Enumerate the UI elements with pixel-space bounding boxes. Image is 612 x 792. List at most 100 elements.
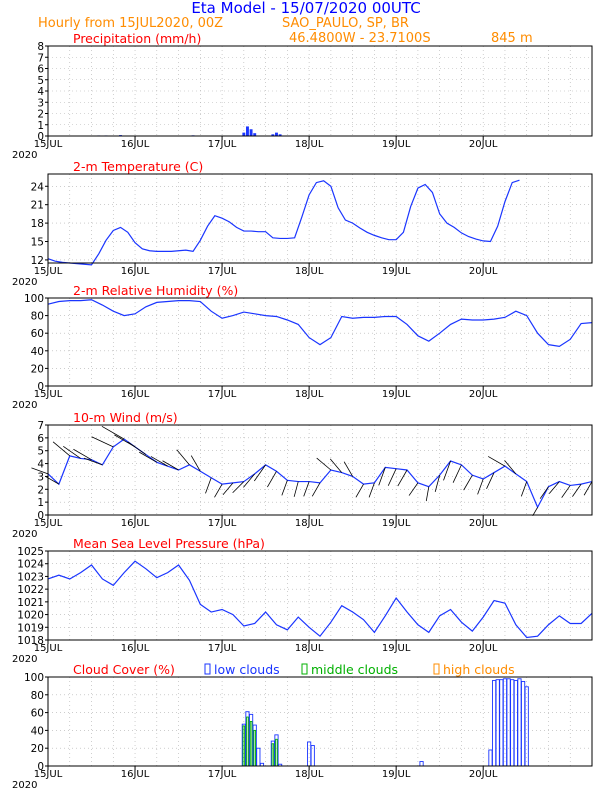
x-tick-label: 20JUL	[469, 518, 498, 529]
x-tick-label: 16JUL	[121, 643, 150, 654]
wind-vector	[355, 483, 364, 498]
wind-vector	[222, 482, 234, 495]
y-tick-label: 0	[37, 131, 44, 143]
bar-precip	[249, 129, 253, 136]
panel-frame	[47, 676, 593, 767]
y-tick-label: 60	[31, 708, 44, 720]
panel-2: 0 20 40 60 80 100 15JUL 16JUL 17JUL 18JUL 19JUL 20J…	[12, 283, 593, 411]
wind-vector	[253, 464, 266, 482]
bar-precip	[253, 133, 257, 136]
bar-low-clouds	[506, 678, 511, 767]
station-name: SAO_PAULO, SP, BR	[282, 16, 409, 31]
panel-title: Precipitation (mm/h)	[73, 31, 201, 46]
bar-low-clouds	[495, 679, 500, 767]
series-line	[47, 179, 520, 266]
x-tick-label: 17JUL	[208, 518, 237, 529]
x-tick-label: 15JUL	[34, 139, 63, 150]
x-tick-label: 15JUL	[34, 518, 63, 529]
panel-title: Mean Sea Level Pressure (hPa)	[73, 536, 265, 551]
legend-swatch	[301, 663, 308, 675]
wind-vector	[443, 460, 451, 481]
wind-vector	[548, 481, 560, 494]
wind-vector	[139, 451, 158, 463]
y-tick-label: 21	[31, 200, 44, 212]
x-year-label: 2020	[12, 277, 37, 288]
y-tick-label: 4	[37, 459, 44, 471]
wind-vector	[232, 481, 245, 494]
y-tick-label: 0	[37, 381, 44, 393]
panel-title: 2-m Temperature (C)	[73, 159, 203, 174]
wind-vector	[572, 483, 582, 497]
y-tick-label: 2	[37, 484, 44, 496]
panel-title: 10-m Wind (m/s)	[73, 410, 178, 425]
bar-middle-clouds	[246, 716, 249, 767]
wind-vector	[281, 480, 288, 496]
wind-vector	[303, 481, 310, 497]
wind-vector	[561, 485, 571, 498]
panel-frame	[47, 45, 593, 137]
bar-precip	[275, 132, 278, 136]
y-tick-label: 1021	[17, 597, 44, 609]
x-tick-label: 19JUL	[382, 139, 411, 150]
bar-low-clouds	[521, 681, 526, 767]
bar-low-clouds	[502, 678, 508, 767]
y-tick-label: 6	[37, 64, 44, 76]
bar-low-clouds	[491, 680, 497, 767]
wind-vector	[311, 482, 321, 497]
y-tick-label: 3	[37, 97, 44, 109]
wind-vector	[583, 481, 593, 496]
wind-vector	[397, 469, 408, 487]
wind-vector	[486, 472, 495, 489]
y-tick-label: 20	[31, 363, 44, 375]
wind-vector	[434, 475, 441, 492]
wind-vector	[504, 460, 517, 475]
y-tick-label: 80	[31, 690, 44, 702]
y-tick-label: 12	[31, 255, 44, 267]
x-tick-label: 16JUL	[121, 518, 150, 529]
x-tick-label: 17JUL	[208, 643, 237, 654]
y-tick-label: 8	[37, 41, 44, 53]
wind-vector	[387, 468, 397, 486]
y-tick-label: 1025	[17, 546, 44, 558]
station-elevation: 845 m	[491, 31, 533, 46]
wind-vector	[267, 471, 277, 488]
bar-precip	[246, 126, 249, 136]
legend-swatch	[204, 663, 211, 675]
bar-middle-clouds	[249, 721, 253, 767]
bar-low-clouds	[510, 679, 515, 767]
y-tick-label: 7	[37, 52, 44, 64]
panel-5: 0 20 40 60 80 100 15JUL 16JUL 17JUL 18JUL 19JUL 20J…	[12, 662, 593, 791]
x-tick-label: 18JUL	[295, 769, 324, 780]
series-line	[47, 299, 593, 348]
bar-low-clouds	[524, 686, 529, 767]
y-tick-label: 24	[31, 181, 45, 193]
wind-vector	[73, 448, 92, 461]
x-tick-label: 15JUL	[34, 643, 63, 654]
y-tick-label: 80	[31, 311, 44, 323]
wind-vector	[368, 482, 375, 498]
x-tick-label: 15JUL	[34, 769, 63, 780]
x-year-label: 2020	[12, 654, 37, 665]
wind-vector	[162, 460, 179, 471]
y-tick-label: 40	[31, 346, 44, 358]
wind-vector	[176, 449, 190, 466]
y-tick-label: 5	[37, 446, 44, 458]
bar-low-clouds	[513, 680, 518, 767]
x-tick-label: 17JUL	[208, 266, 237, 277]
bar-low-clouds	[419, 761, 424, 767]
y-tick-label: 1024	[17, 559, 44, 571]
panel-frame	[47, 173, 593, 264]
wind-vector	[477, 478, 484, 495]
x-tick-label: 18JUL	[295, 139, 324, 150]
x-tick-label: 16JUL	[121, 389, 150, 400]
bar-low-clouds	[488, 749, 493, 767]
bar-low-clouds	[499, 679, 504, 767]
y-tick-label: 1	[37, 497, 44, 509]
wind-vector	[520, 481, 528, 497]
wind-vector	[190, 455, 201, 472]
x-tick-label: 16JUL	[121, 139, 150, 150]
panel-title: Cloud Cover (%)	[73, 662, 175, 677]
